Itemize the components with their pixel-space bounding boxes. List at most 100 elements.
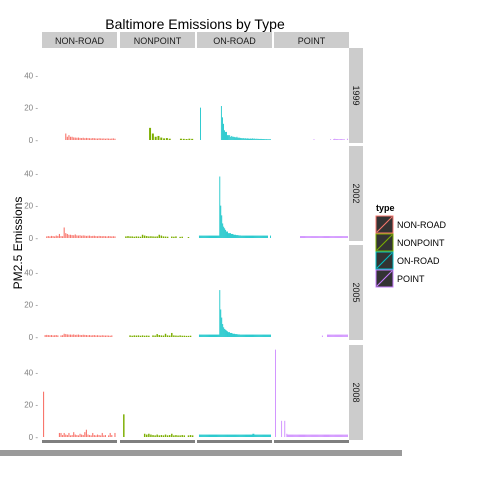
bar [139, 335, 142, 337]
bar [216, 334, 218, 337]
bar [149, 127, 152, 140]
bar [131, 335, 133, 337]
bar [235, 137, 237, 140]
bar [187, 237, 190, 238]
bar [212, 235, 214, 238]
bar [300, 236, 301, 238]
bar [85, 429, 87, 437]
bar [261, 235, 263, 238]
bar [156, 236, 158, 238]
scrollbar[interactable] [0, 450, 402, 456]
bar [158, 335, 161, 337]
legend-swatch-slash [376, 252, 393, 269]
bar [100, 236, 102, 238]
panel-background [274, 146, 349, 241]
bar [339, 236, 341, 238]
bar [269, 434, 270, 437]
bar [50, 335, 53, 337]
bar [198, 434, 200, 437]
bar [286, 433, 288, 437]
bar [253, 138, 255, 140]
bar [146, 434, 148, 437]
bar [93, 335, 95, 337]
bar [92, 138, 94, 140]
bar [206, 334, 208, 337]
panel-2008-point [274, 345, 349, 440]
bar [242, 138, 244, 140]
bar [152, 335, 154, 337]
bar [301, 236, 302, 238]
bar [234, 333, 235, 337]
bar [76, 235, 78, 238]
bar [135, 335, 138, 337]
bar [87, 434, 89, 437]
bar [245, 138, 247, 140]
bar [294, 434, 296, 437]
bar [239, 235, 241, 238]
bar [264, 434, 265, 437]
panel-background [120, 245, 195, 340]
bar [317, 434, 319, 437]
bar [327, 236, 328, 238]
bar [255, 334, 257, 337]
bar [335, 334, 337, 337]
bar [265, 434, 266, 437]
bar [335, 139, 337, 140]
legend-label: ON-ROAD [397, 256, 440, 266]
y-tick-label: 0 - [29, 234, 39, 243]
bar [232, 434, 233, 437]
bar [340, 434, 342, 437]
bar [98, 335, 100, 337]
bar [258, 138, 260, 140]
panel-1999-non-road [42, 48, 117, 143]
bar [76, 137, 78, 140]
y-tick-label: 0 - [29, 333, 39, 342]
bar [233, 333, 234, 337]
bar [242, 334, 244, 337]
bar [234, 234, 236, 238]
bar [100, 138, 102, 140]
bar [259, 139, 261, 140]
bar [222, 324, 224, 337]
bar [340, 236, 342, 238]
bar [320, 236, 322, 238]
panel-1999-on-road [197, 48, 272, 143]
bar [63, 333, 65, 337]
bar [234, 137, 236, 140]
bar [254, 138, 256, 140]
bar [227, 135, 228, 140]
bar [166, 435, 169, 437]
bar [92, 235, 94, 238]
strip-nonpoint [120, 32, 195, 48]
bar [289, 434, 291, 437]
bar [248, 434, 250, 437]
bar [232, 136, 234, 140]
bar [166, 335, 169, 337]
bar [66, 435, 68, 437]
bar [139, 236, 142, 238]
bar [240, 334, 242, 337]
y-tick-label: 20 - [24, 401, 38, 410]
bar [209, 434, 211, 437]
bar [248, 334, 250, 337]
bar [266, 235, 267, 238]
panel-background [197, 245, 272, 340]
bar [237, 434, 239, 437]
bar [191, 138, 194, 140]
bar [111, 335, 113, 337]
bar [103, 335, 105, 337]
bar [234, 334, 236, 337]
panel-background [274, 345, 349, 440]
y-tick-label: 40 - [24, 71, 38, 80]
bar [307, 236, 309, 238]
bar [229, 233, 230, 238]
bar [108, 236, 110, 238]
bar [183, 435, 186, 437]
bar [185, 335, 188, 337]
bar [103, 435, 105, 437]
bar [230, 136, 232, 140]
bar [235, 334, 237, 337]
panel-background [197, 48, 272, 143]
bar [217, 434, 219, 437]
legend-swatch-slash [376, 216, 393, 233]
